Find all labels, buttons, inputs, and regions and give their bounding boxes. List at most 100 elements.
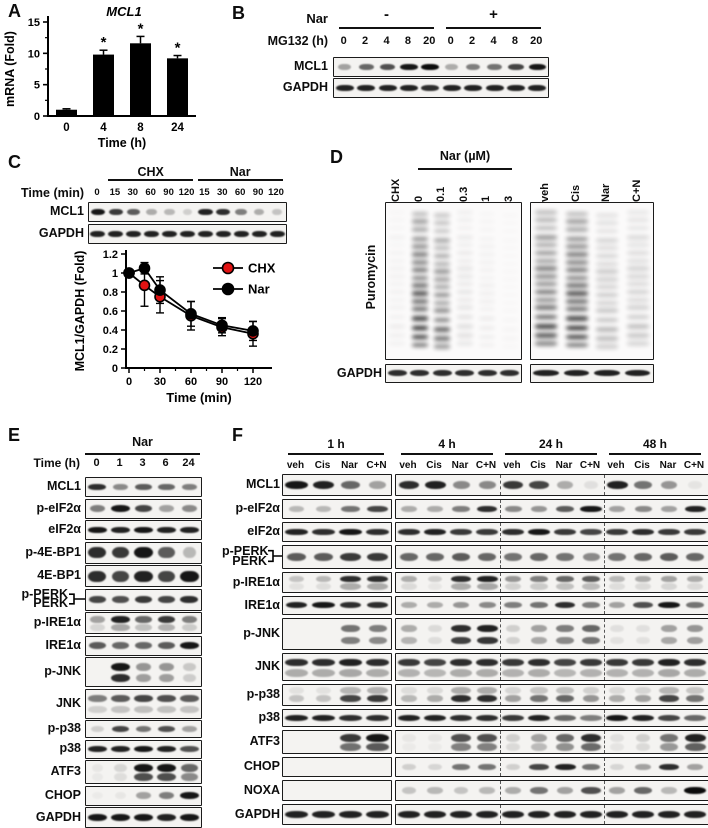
lane-label: 0 [93,457,100,469]
blot-box [85,498,202,519]
blot-band [556,553,574,561]
blot-band [179,814,200,821]
blot-band [624,370,651,377]
blot-band [180,792,199,799]
smear-band [479,212,495,217]
blot-band [428,624,442,633]
lane-group-divider [604,710,605,726]
blot-band [159,505,174,512]
blot-band [476,624,498,633]
blot-band [580,528,602,536]
blot-band [335,84,354,92]
blot-box [88,202,287,222]
blot-band [557,481,573,489]
blot-band [134,547,153,558]
blot-band [530,787,548,794]
time-group-label: 24 h [538,437,563,451]
blot-band [580,715,602,721]
smear-band [434,213,451,218]
smear-band [502,246,518,251]
blot-band [500,370,520,377]
blot-band [398,669,420,677]
blot-band [339,669,362,677]
smear-band [434,336,451,341]
blot-band [450,528,472,536]
blot-band [158,483,175,491]
blot-band [90,615,105,623]
blot-band [687,763,704,771]
smear-band [626,289,649,295]
blot-band [594,370,620,377]
blot-band [401,695,417,703]
blot-band [368,624,387,633]
smear-band [456,242,473,248]
blot-band [111,623,130,631]
smear-band [502,336,518,341]
blot-band [606,658,628,667]
panel-e-label: E [8,425,21,445]
blot-band [504,602,522,609]
row-label-jnk: JNK [55,695,81,710]
panel-f-label: F [232,425,243,445]
smear-band [596,327,619,332]
smear-band [596,261,619,266]
lane-label: 0 [340,35,347,47]
blot-band [156,705,177,714]
svg-text:Nar: Nar [248,282,270,297]
lane-label: 90 [163,187,174,198]
smear-band [565,236,588,242]
blot-band [216,208,231,216]
smear-band [389,210,405,215]
blot-band [366,575,389,583]
blot-band [340,734,361,742]
blot-band [158,792,175,799]
smear-band [389,324,406,329]
blot-band [502,658,524,667]
blot-band [135,642,152,649]
blot-band [312,715,335,721]
blot-band [110,526,131,534]
blot-band [554,763,576,771]
blot-band [288,695,305,703]
smear-band [411,306,428,312]
smear-band [434,238,451,243]
blot-band [339,811,362,818]
blot-band [312,658,335,667]
smear-band [626,274,649,279]
blot-band [580,811,602,818]
blot-band [157,570,176,582]
time-group-line [505,453,597,455]
smear-band [389,226,405,231]
smear-band [456,314,473,320]
smear-band [479,219,495,224]
nar-um-underline [418,168,512,170]
blot-band [315,505,332,513]
blot-band [504,553,522,561]
blot-band [133,745,154,752]
lane-label: 8 [404,35,411,47]
blot-band [476,687,498,695]
lane-label: 1 [116,457,123,469]
blot-band [111,547,130,558]
blot-box [282,684,392,706]
lane-label: 90 [252,187,264,198]
lane-label: 30 [217,187,228,198]
blot-band [253,208,265,216]
blot-box [85,565,202,587]
blot-band [340,687,361,695]
blot-band [451,734,471,742]
smear-band [389,251,405,256]
blot-band [555,734,575,742]
blot-box [85,541,202,564]
smear-band [434,245,451,251]
row-label-atf3: ATF3 [249,734,280,748]
row-label-p-jnk: p-JNK [243,626,280,640]
blot-band [367,695,388,703]
blot-band [531,624,548,633]
blot-band [87,705,108,714]
blot-band [401,787,417,794]
blot-box [395,780,708,801]
blot-band [269,230,285,238]
blot-band [582,763,600,771]
smear-band [389,341,405,346]
